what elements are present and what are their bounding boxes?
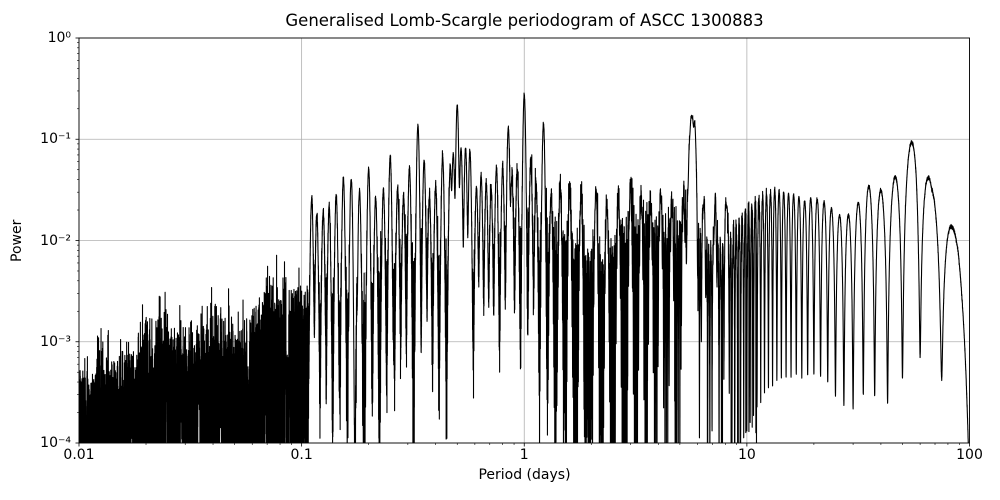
x-tick-label: 0.01: [63, 447, 95, 463]
chart-title: Generalised Lomb-Scargle periodogram of …: [285, 11, 764, 30]
y-tick-label: 10⁻¹: [40, 131, 71, 148]
y-tick-label: 10⁻³: [40, 333, 71, 350]
x-tick-label: 0.1: [290, 447, 313, 463]
y-tick-label: 10⁰: [47, 30, 71, 46]
x-tick-label: 1: [519, 447, 529, 463]
x-tick-label: 10: [737, 447, 756, 463]
y-tick-label: 10⁻²: [40, 232, 71, 249]
x-axis-label: Period (days): [478, 467, 571, 483]
y-tick-label: 10⁻⁴: [40, 435, 71, 451]
x-tick-label: 100: [956, 447, 983, 463]
